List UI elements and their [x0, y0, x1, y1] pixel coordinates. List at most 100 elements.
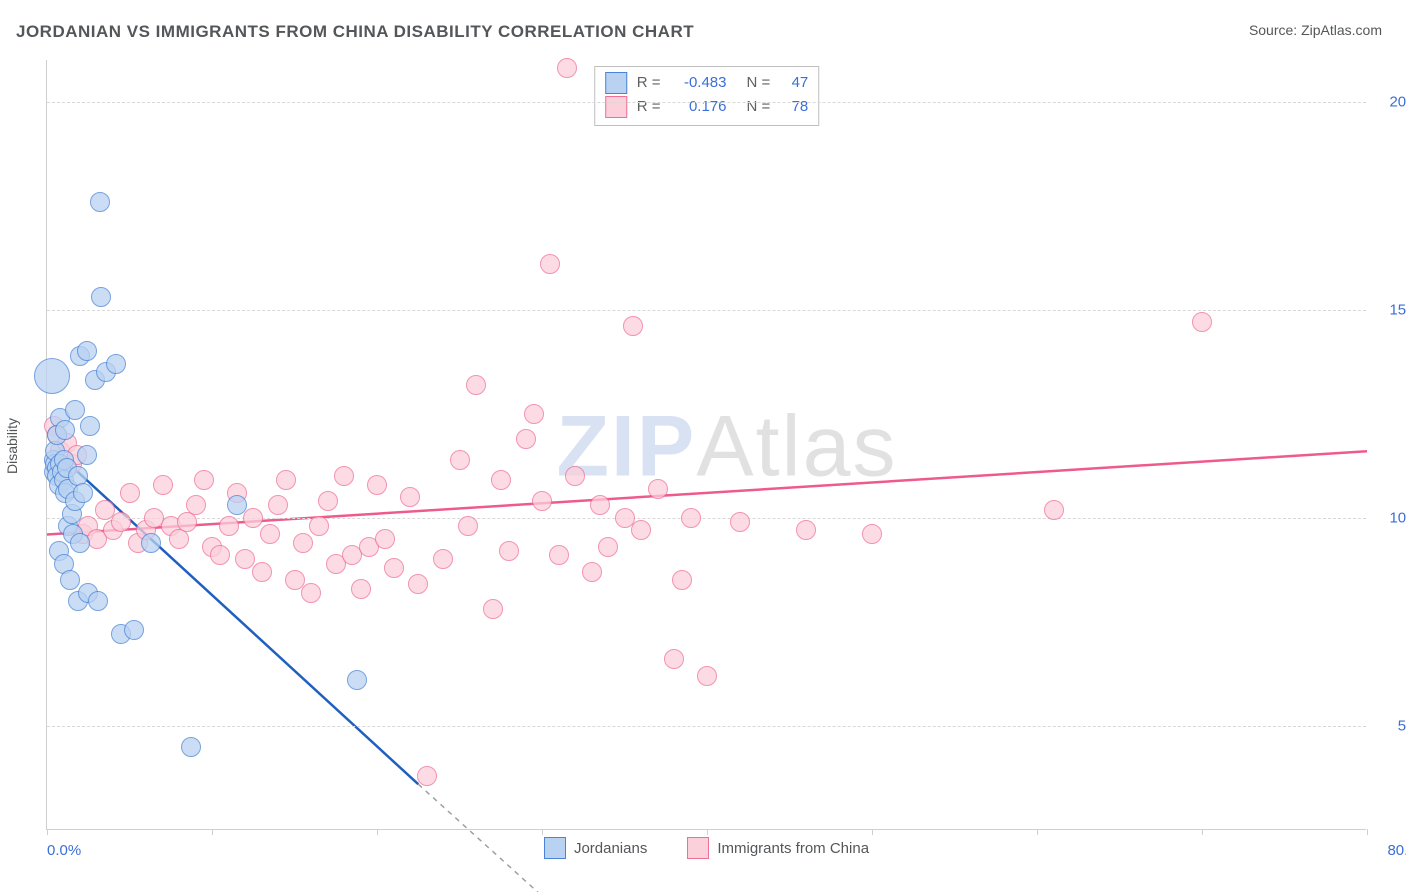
data-point-immigrants: [210, 545, 230, 565]
data-point-immigrants: [293, 533, 313, 553]
data-point-jordanians: [106, 354, 126, 374]
data-point-immigrants: [301, 583, 321, 603]
data-point-immigrants: [260, 524, 280, 544]
data-point-immigrants: [219, 516, 239, 536]
legend-correlation: R = -0.483 N = 47 R = 0.176 N = 78: [594, 66, 820, 126]
data-point-immigrants: [648, 479, 668, 499]
r-value-jordanians: -0.483: [671, 71, 727, 95]
data-point-immigrants: [623, 316, 643, 336]
data-point-immigrants: [499, 541, 519, 561]
data-point-immigrants: [598, 537, 618, 557]
data-point-immigrants: [516, 429, 536, 449]
data-point-immigrants: [549, 545, 569, 565]
data-point-jordanians: [347, 670, 367, 690]
trend-lines: [47, 60, 1366, 829]
data-point-immigrants: [491, 470, 511, 490]
data-point-jordanians: [141, 533, 161, 553]
x-tick-mark: [47, 829, 48, 835]
data-point-immigrants: [796, 520, 816, 540]
data-point-immigrants: [268, 495, 288, 515]
data-point-jordanians: [34, 358, 70, 394]
x-tick-mark: [1202, 829, 1203, 835]
data-point-immigrants: [120, 483, 140, 503]
source-label: Source: ZipAtlas.com: [1249, 22, 1382, 38]
data-point-jordanians: [65, 400, 85, 420]
data-point-immigrants: [664, 649, 684, 669]
x-tick-mark: [1037, 829, 1038, 835]
gridline: [47, 102, 1366, 103]
n-value-immigrants: 78: [780, 95, 808, 119]
y-tick-label: 10.0%: [1372, 509, 1406, 526]
y-tick-label: 20.0%: [1372, 93, 1406, 110]
data-point-immigrants: [318, 491, 338, 511]
data-point-immigrants: [375, 529, 395, 549]
data-point-immigrants: [1192, 312, 1212, 332]
swatch-jordanians-icon: [605, 72, 627, 94]
y-axis-label: Disability: [4, 418, 20, 474]
data-point-immigrants: [540, 254, 560, 274]
n-label: N =: [747, 95, 771, 119]
data-point-jordanians: [73, 483, 93, 503]
data-point-jordanians: [60, 570, 80, 590]
data-point-immigrants: [194, 470, 214, 490]
r-label: R =: [637, 71, 661, 95]
swatch-immigrants-icon: [605, 96, 627, 118]
r-value-immigrants: 0.176: [671, 95, 727, 119]
data-point-immigrants: [1044, 500, 1064, 520]
data-point-immigrants: [384, 558, 404, 578]
data-point-immigrants: [111, 512, 131, 532]
chart-title: JORDANIAN VS IMMIGRANTS FROM CHINA DISAB…: [16, 22, 694, 42]
gridline: [47, 726, 1366, 727]
data-point-immigrants: [433, 549, 453, 569]
legend-item-jordanians: Jordanians: [544, 837, 647, 859]
data-point-immigrants: [252, 562, 272, 582]
x-tick-mark: [872, 829, 873, 835]
data-point-jordanians: [181, 737, 201, 757]
y-tick-label: 5.0%: [1372, 717, 1406, 734]
data-point-immigrants: [466, 375, 486, 395]
data-point-immigrants: [186, 495, 206, 515]
data-point-immigrants: [276, 470, 296, 490]
data-point-jordanians: [88, 591, 108, 611]
data-point-immigrants: [458, 516, 478, 536]
data-point-jordanians: [227, 495, 247, 515]
data-point-jordanians: [55, 420, 75, 440]
data-point-immigrants: [153, 475, 173, 495]
data-point-immigrants: [697, 666, 717, 686]
n-label: N =: [747, 71, 771, 95]
legend-row-immigrants: R = 0.176 N = 78: [605, 95, 809, 119]
data-point-jordanians: [90, 192, 110, 212]
data-point-immigrants: [243, 508, 263, 528]
swatch-jordanians-icon: [544, 837, 566, 859]
data-point-immigrants: [631, 520, 651, 540]
data-point-immigrants: [565, 466, 585, 486]
legend-label-jordanians: Jordanians: [574, 840, 647, 857]
legend-series: Jordanians Immigrants from China: [47, 837, 1366, 859]
data-point-immigrants: [408, 574, 428, 594]
data-point-jordanians: [77, 341, 97, 361]
data-point-jordanians: [70, 533, 90, 553]
data-point-immigrants: [524, 404, 544, 424]
x-tick-mark: [212, 829, 213, 835]
gridline: [47, 310, 1366, 311]
data-point-immigrants: [309, 516, 329, 536]
data-point-immigrants: [417, 766, 437, 786]
data-point-jordanians: [124, 620, 144, 640]
plot-area: ZIPAtlas R = -0.483 N = 47 R = 0.176 N =…: [46, 60, 1366, 830]
data-point-immigrants: [582, 562, 602, 582]
data-point-immigrants: [367, 475, 387, 495]
data-point-immigrants: [334, 466, 354, 486]
data-point-jordanians: [80, 416, 100, 436]
data-point-immigrants: [450, 450, 470, 470]
data-point-immigrants: [681, 508, 701, 528]
legend-item-immigrants: Immigrants from China: [687, 837, 869, 859]
data-point-immigrants: [862, 524, 882, 544]
n-value-jordanians: 47: [780, 71, 808, 95]
data-point-immigrants: [483, 599, 503, 619]
data-point-immigrants: [351, 579, 371, 599]
x-tick-mark: [707, 829, 708, 835]
data-point-immigrants: [532, 491, 552, 511]
data-point-immigrants: [590, 495, 610, 515]
chart-container: JORDANIAN VS IMMIGRANTS FROM CHINA DISAB…: [0, 0, 1406, 892]
legend-row-jordanians: R = -0.483 N = 47: [605, 71, 809, 95]
